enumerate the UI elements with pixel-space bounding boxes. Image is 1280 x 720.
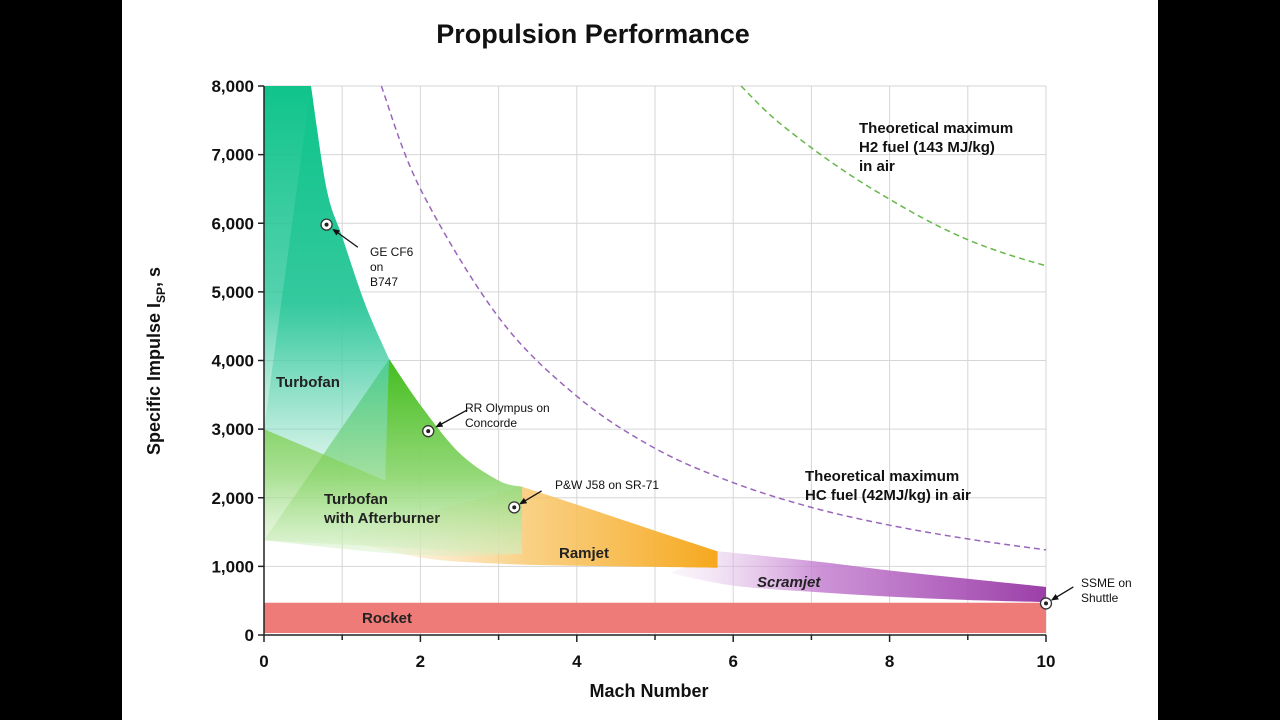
y-tick-label: 6,000 [211,214,254,233]
hc-curve-label: Theoretical maximum HC fuel (42MJ/kg) in… [805,468,971,504]
ssme-label: SSME on Shuttle [1081,576,1135,605]
y-tick-label: 7,000 [211,146,254,165]
y-axis-title-main: Specific Impulse I [144,303,164,455]
y-tick-label: 2,000 [211,489,254,508]
x-tick-label: 6 [728,652,737,671]
engine-arrowhead [519,497,528,505]
afterburner-label: Turbofan with Afterburner [323,491,440,527]
rr-olympus-label-line-1: RR Olympus on [465,401,550,415]
x-tick-labels: 0 2 4 6 8 10 [259,652,1055,671]
y-tick-label: 0 [245,626,254,645]
ge-cf6-label: GE CF6 on B747 [370,245,417,289]
regions [264,86,1046,633]
engine-arrowhead [1050,593,1059,601]
engine-point-center [426,429,431,434]
x-axis-title: Mach Number [589,681,708,701]
h2-curve-label-line-2: H2 fuel (143 MJ/kg) [859,139,995,156]
region-afterburner-body [264,359,523,555]
ge-cf6-label-line-3: B747 [370,275,398,289]
y-tick-label: 8,000 [211,77,254,96]
engine-point-center [512,505,517,510]
x-tick-label: 10 [1037,652,1056,671]
engine-point-center [1044,601,1048,606]
engine-arrowhead [332,228,340,236]
pw-j58-label-line-1: P&W J58 on SR-71 [555,478,659,492]
afterburner-label-line-2: with Afterburner [323,510,440,527]
ramjet-label: Ramjet [559,545,609,562]
scramjet-label: Scramjet [757,574,821,591]
engine-arrowhead [435,421,444,428]
x-tick-label: 2 [416,652,425,671]
chart-canvas: Propulsion Performance 0 2 4 6 8 10 0 1,000 2,0… [122,0,1158,720]
h2-curve-label: Theoretical maximum H2 fuel (143 MJ/kg) … [859,120,1017,175]
rr-olympus-label-line-2: Concorde [465,416,517,430]
y-tick-labels: 0 1,000 2,000 3,000 4,000 5,000 6,000 7,000 8,00… [211,77,254,645]
rr-olympus-label: RR Olympus on Concorde [465,401,553,430]
pw-j58-label: P&W J58 on SR-71 [555,478,659,492]
turbofan-label: Turbofan [276,374,340,391]
y-tick-label: 5,000 [211,283,254,302]
region-rocket [264,602,1046,633]
y-axis-title-subscript: SP [154,287,168,303]
region-turbofan-body [264,86,390,481]
afterburner-label-line-1: Turbofan [324,491,388,508]
x-tick-label: 4 [572,652,582,671]
engine-arrow [436,409,468,428]
region-scramjet [670,551,1046,603]
theoretical-curves [380,85,1047,551]
y-tick-label: 4,000 [211,352,254,371]
h2-theoretical-curve [740,85,1047,267]
hc-theoretical-curve [380,85,1047,551]
engine-markers [320,218,1074,610]
x-tick-label: 8 [885,652,894,671]
hc-curve-label-line-2: HC fuel (42MJ/kg) in air [805,487,971,504]
y-axis-title-suffix: , s [144,267,164,287]
hc-curve-label-line-1: Theoretical maximum [805,468,959,485]
propulsion-chart: Propulsion Performance 0 2 4 6 8 10 0 1,000 2,0… [144,19,1135,701]
ssme-label-line-2: Shuttle [1081,591,1119,605]
y-tick-label: 3,000 [211,420,254,439]
ssme-label-line-1: SSME on [1081,576,1132,590]
h2-curve-label-line-1: Theoretical maximum [859,120,1013,137]
x-tick-label: 0 [259,652,268,671]
rocket-label: Rocket [362,610,412,627]
ge-cf6-label-line-1: GE CF6 [370,245,414,259]
y-axis-title: Specific Impulse ISP, s [144,267,168,455]
ge-cf6-label-line-2: on [370,260,383,274]
y-tick-label: 1,000 [211,557,254,576]
chart-title: Propulsion Performance [436,19,750,49]
engine-point-center [324,222,329,227]
axes [258,85,1047,642]
h2-curve-label-line-3: in air [859,158,895,175]
